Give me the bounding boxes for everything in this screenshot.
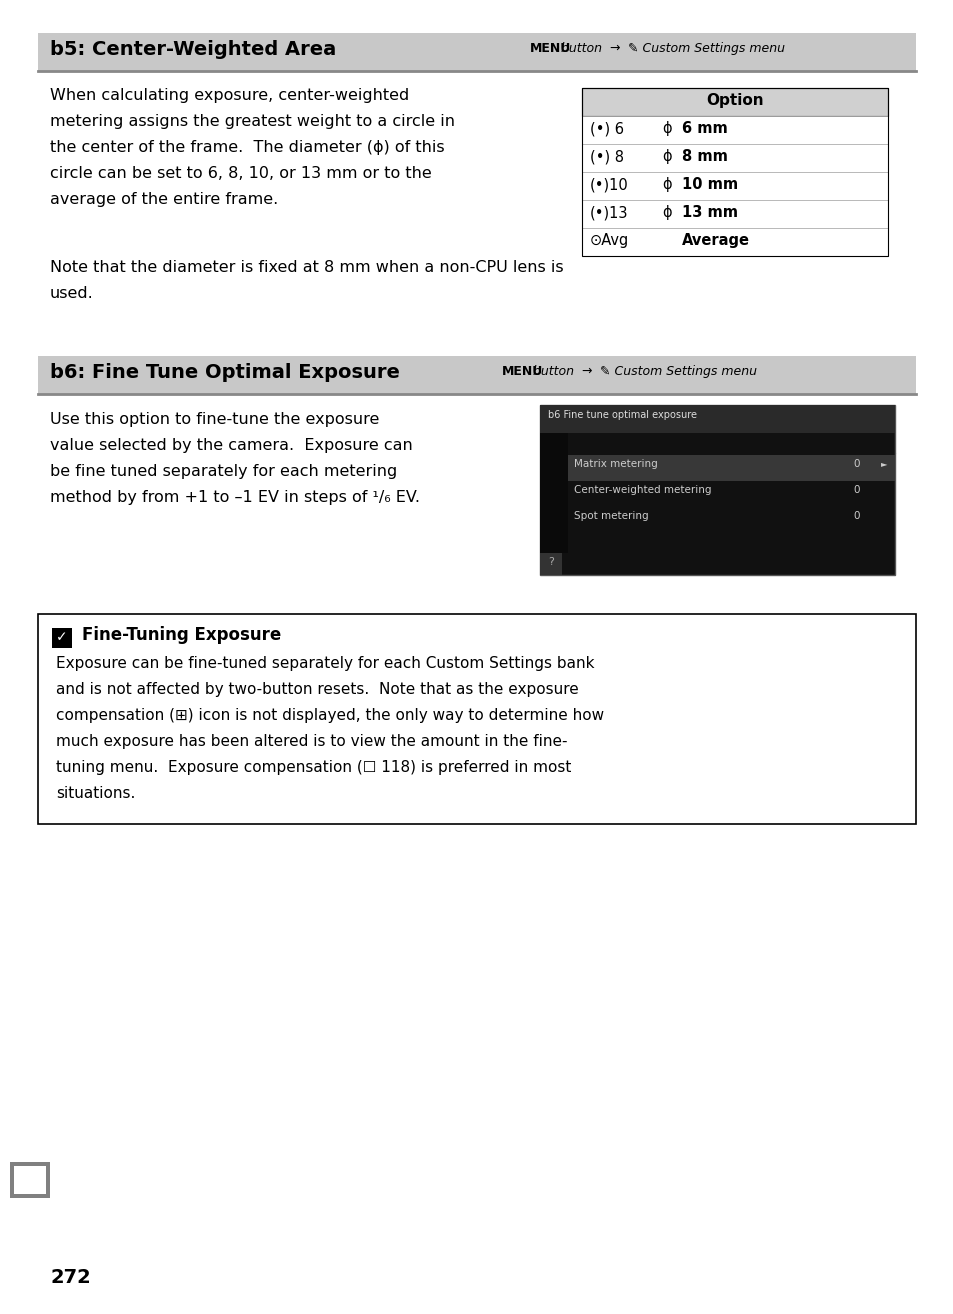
Bar xyxy=(539,434,567,553)
Text: ϕ: ϕ xyxy=(661,205,671,219)
Text: Matrix metering: Matrix metering xyxy=(574,459,657,469)
Text: Exposure can be fine-tuned separately for each Custom Settings bank: Exposure can be fine-tuned separately fo… xyxy=(56,656,594,671)
Text: circle can be set to 6, 8, 10, or 13 mm or to the: circle can be set to 6, 8, 10, or 13 mm … xyxy=(50,166,432,181)
Text: (•)10: (•)10 xyxy=(589,177,628,192)
Text: value selected by the camera.  Exposure can: value selected by the camera. Exposure c… xyxy=(50,438,413,453)
Text: average of the entire frame.: average of the entire frame. xyxy=(50,192,278,208)
Text: metering assigns the greatest weight to a circle in: metering assigns the greatest weight to … xyxy=(50,114,455,129)
Bar xyxy=(38,614,915,824)
Bar xyxy=(581,88,887,256)
Text: Average: Average xyxy=(681,233,749,248)
Text: Spot metering: Spot metering xyxy=(574,511,648,520)
Text: Center-weighted metering: Center-weighted metering xyxy=(574,485,711,495)
Text: Use this option to fine-tune the exposure: Use this option to fine-tune the exposur… xyxy=(50,413,379,427)
Text: 0: 0 xyxy=(853,485,859,495)
Text: ϕ: ϕ xyxy=(661,148,671,164)
Text: b6: Fine Tune Optimal Exposure: b6: Fine Tune Optimal Exposure xyxy=(50,363,399,382)
Text: 8 mm: 8 mm xyxy=(681,148,727,164)
Text: ?: ? xyxy=(547,557,554,568)
Text: ϕ: ϕ xyxy=(661,177,671,192)
Text: When calculating exposure, center-weighted: When calculating exposure, center-weight… xyxy=(50,88,409,102)
Text: the center of the frame.  The diameter (ϕ) of this: the center of the frame. The diameter (ϕ… xyxy=(50,141,444,155)
Text: MENU: MENU xyxy=(501,365,542,378)
Text: and is not affected by two-button resets.  Note that as the exposure: and is not affected by two-button resets… xyxy=(56,682,578,696)
Bar xyxy=(10,1162,50,1198)
Bar xyxy=(539,405,894,434)
Bar xyxy=(567,455,894,481)
Bar xyxy=(581,88,887,116)
Text: tuning menu.  Exposure compensation (☐ 118) is preferred in most: tuning menu. Exposure compensation (☐ 11… xyxy=(56,759,571,775)
Bar xyxy=(38,356,915,394)
Text: Fine-Tuning Exposure: Fine-Tuning Exposure xyxy=(82,625,281,644)
Text: situations.: situations. xyxy=(56,786,135,802)
Text: compensation (⊞) icon is not displayed, the only way to determine how: compensation (⊞) icon is not displayed, … xyxy=(56,708,603,723)
Text: button  →: button → xyxy=(529,365,599,378)
Text: b6 Fine tune optimal exposure: b6 Fine tune optimal exposure xyxy=(547,410,697,420)
Text: method by from +1 to –1 EV in steps of ¹/₆ EV.: method by from +1 to –1 EV in steps of ¹… xyxy=(50,490,419,505)
Text: ϕ: ϕ xyxy=(661,121,671,137)
Bar xyxy=(581,229,887,256)
Text: 10 mm: 10 mm xyxy=(681,177,738,192)
Bar xyxy=(581,172,887,200)
Text: much exposure has been altered is to view the amount in the fine-: much exposure has been altered is to vie… xyxy=(56,735,567,749)
Text: ✎ Custom Settings menu: ✎ Custom Settings menu xyxy=(627,42,784,55)
Bar xyxy=(581,200,887,229)
Text: (•) 8: (•) 8 xyxy=(589,148,623,164)
Bar xyxy=(539,553,561,576)
Bar xyxy=(52,628,71,648)
Text: 0: 0 xyxy=(853,459,859,469)
Text: ►: ► xyxy=(880,459,886,468)
Text: (•) 6: (•) 6 xyxy=(589,121,623,137)
Text: be fine tuned separately for each metering: be fine tuned separately for each meteri… xyxy=(50,464,396,480)
Text: Note that the diameter is fixed at 8 mm when a non-CPU lens is: Note that the diameter is fixed at 8 mm … xyxy=(50,260,563,275)
Bar xyxy=(581,145,887,172)
Text: b5: Center-Weighted Area: b5: Center-Weighted Area xyxy=(50,39,335,59)
Text: Option: Option xyxy=(705,93,763,108)
Text: 6 mm: 6 mm xyxy=(681,121,727,137)
Bar xyxy=(38,33,915,71)
Text: 13 mm: 13 mm xyxy=(681,205,738,219)
Text: button  →: button → xyxy=(557,42,628,55)
Text: (•)13: (•)13 xyxy=(589,205,628,219)
Text: ✓: ✓ xyxy=(56,629,68,644)
Text: ✎ Custom Settings menu: ✎ Custom Settings menu xyxy=(599,365,757,378)
Text: 272: 272 xyxy=(50,1268,91,1286)
Text: used.: used. xyxy=(50,286,93,301)
Bar xyxy=(581,116,887,145)
Text: MENU: MENU xyxy=(530,42,571,55)
Text: ⊙Avg: ⊙Avg xyxy=(589,233,629,248)
Bar xyxy=(539,405,894,576)
Bar xyxy=(14,1166,46,1194)
Text: 0: 0 xyxy=(853,511,859,520)
